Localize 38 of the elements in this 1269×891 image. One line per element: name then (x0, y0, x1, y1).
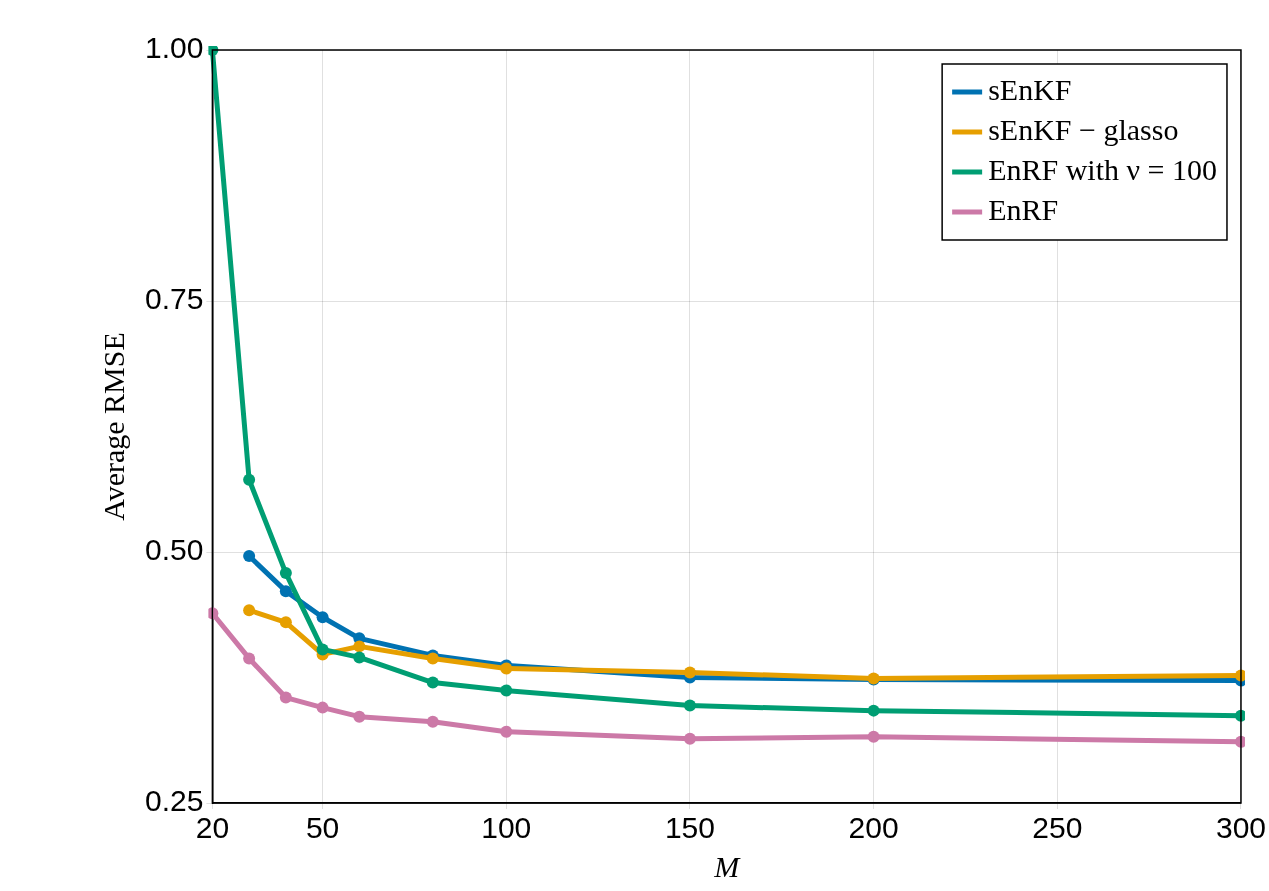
y-tick-label: 0.50 (145, 533, 204, 567)
x-axis-title: M (713, 849, 742, 883)
point (867, 704, 880, 717)
point (279, 616, 292, 629)
legend-label: sEnKF (988, 72, 1072, 106)
point (353, 640, 366, 653)
point (243, 604, 256, 617)
x-tick-label: 100 (481, 811, 532, 845)
point (426, 676, 439, 689)
legend-label: EnRF with ν = 100 (988, 152, 1217, 186)
point (243, 652, 256, 665)
y-tick-label: 0.75 (145, 282, 204, 316)
point (683, 666, 696, 679)
legend-label: sEnKF − glasso (988, 112, 1179, 146)
x-tick-label: 50 (305, 811, 340, 845)
x-tick-label: 200 (848, 811, 899, 845)
point (279, 691, 292, 704)
point (316, 701, 329, 714)
point (426, 715, 439, 728)
point (279, 567, 292, 580)
legend-label: EnRF (988, 192, 1059, 226)
point (683, 732, 696, 745)
x-tick-label: 300 (1215, 811, 1266, 845)
point (500, 684, 513, 697)
point (279, 585, 292, 598)
point (316, 611, 329, 624)
y-axis-title: Average RMSE (96, 332, 130, 521)
point (316, 643, 329, 656)
y-tick-label: 1.00 (145, 31, 204, 65)
point (243, 550, 256, 563)
point (353, 710, 366, 723)
point (500, 725, 513, 738)
point (353, 651, 366, 664)
x-tick-label: 250 (1032, 811, 1083, 845)
point (867, 730, 880, 743)
x-tick-label: 150 (664, 811, 715, 845)
point (243, 473, 256, 486)
point (683, 699, 696, 712)
